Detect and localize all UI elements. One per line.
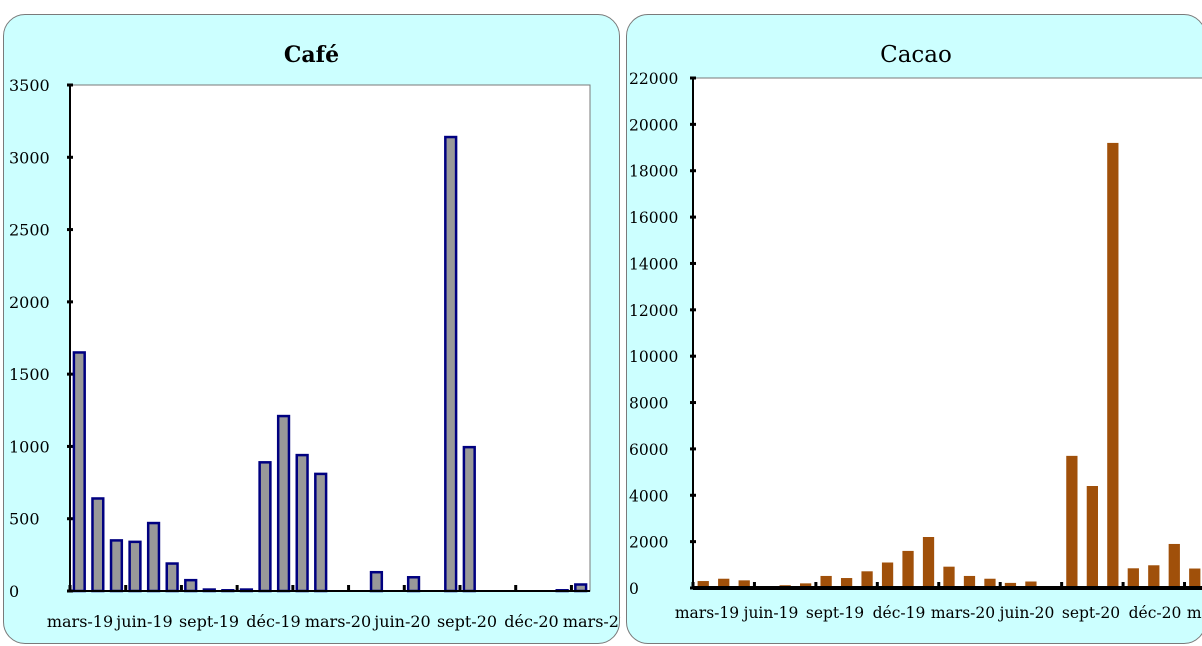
y-tick-label: 4000 [629,487,668,505]
bar [444,135,458,593]
x-tick-label: mars-21 [1187,604,1202,622]
y-tick-label: 0 [629,580,639,598]
y-tick-label: 10000 [629,348,678,366]
x-tick-label: déc-20 [504,612,558,631]
bar [1004,582,1017,588]
bar [314,472,328,593]
y-tick-label: 500 [9,510,40,529]
bar [922,537,935,588]
bar [984,578,996,588]
bar [276,414,291,593]
bar [72,351,86,593]
chart-title: Cacao [880,42,952,68]
bar [840,578,853,588]
bar [1107,142,1119,588]
y-tick-label: 0 [9,582,19,601]
y-tick-label: 8000 [629,395,668,413]
bar [128,540,142,593]
bar [165,562,179,593]
bar [1086,486,1098,588]
plot-area [69,84,591,592]
bar [738,580,750,588]
x-tick-label: déc-20 [1129,604,1182,622]
x-tick-label: juin-19 [742,604,799,622]
x-tick-label: mars-21 [563,612,621,631]
y-tick-label: 18000 [629,163,678,181]
plot-area [692,77,1202,589]
y-tick-label: 3500 [9,76,50,95]
y-tick-label: 14000 [629,255,678,273]
x-tick-label: déc-19 [873,604,926,622]
y-tick-label: 6000 [629,441,668,459]
chart-cacao: 0 2000 4000 6000 8000 10000 12000 14000 16000 180… [629,70,1202,622]
bar [902,550,914,588]
chart-panel-cafe: Café 0 500 1000 1500 2000 2500 3000 3500 mars-19… [3,14,621,644]
chart-panel-cacao: Cacao 0 2000 4000 6000 8000 10000 12000 14000 16… [626,14,1202,644]
bar [369,570,384,593]
x-tick-label: déc-19 [246,612,300,631]
bar [1148,565,1160,588]
bar [800,583,812,588]
bar [820,575,832,588]
bar [91,497,105,593]
bar [697,581,709,588]
y-tick-label: 20000 [629,116,678,134]
x-tick-label: sept-20 [1062,604,1120,622]
bar [295,453,309,593]
y-tick-label: 2500 [9,221,50,240]
y-tick-label: 3000 [9,148,50,167]
bar [943,566,955,588]
bar [718,578,730,588]
bar [406,576,421,593]
x-tick-label: mars-20 [305,612,371,631]
x-tick-label: juin-20 [998,604,1055,622]
x-tick-label: sept-19 [806,604,864,622]
bar [1189,568,1201,588]
x-tick-label: sept-19 [179,612,239,631]
y-tick-label: 2000 [629,534,668,552]
y-tick-label: 16000 [629,209,678,227]
bar [881,562,894,588]
x-tick-label: sept-20 [437,612,497,631]
x-tick-label: mars-19 [47,612,113,631]
bar [109,539,124,593]
x-tick-label: juin-20 [372,612,430,631]
y-tick-label: 22000 [629,70,678,88]
chart-title: Café [283,42,340,68]
y-tick-label: 12000 [629,302,678,320]
y-tick-label: 2000 [9,293,50,312]
bar [1066,455,1078,588]
x-tick-label: juin-19 [114,612,172,631]
bar [184,578,198,593]
bar [1168,543,1180,588]
bar [1025,581,1037,588]
bar [258,461,272,593]
bar [1127,568,1139,588]
x-tick-label: mars-19 [675,604,739,622]
bar [861,571,873,588]
bar [146,521,161,593]
bar [462,445,476,593]
y-tick-label: 1000 [9,437,50,456]
bar [963,575,976,588]
x-tick-label: mars-20 [931,604,995,622]
y-tick-label: 1500 [9,365,50,384]
